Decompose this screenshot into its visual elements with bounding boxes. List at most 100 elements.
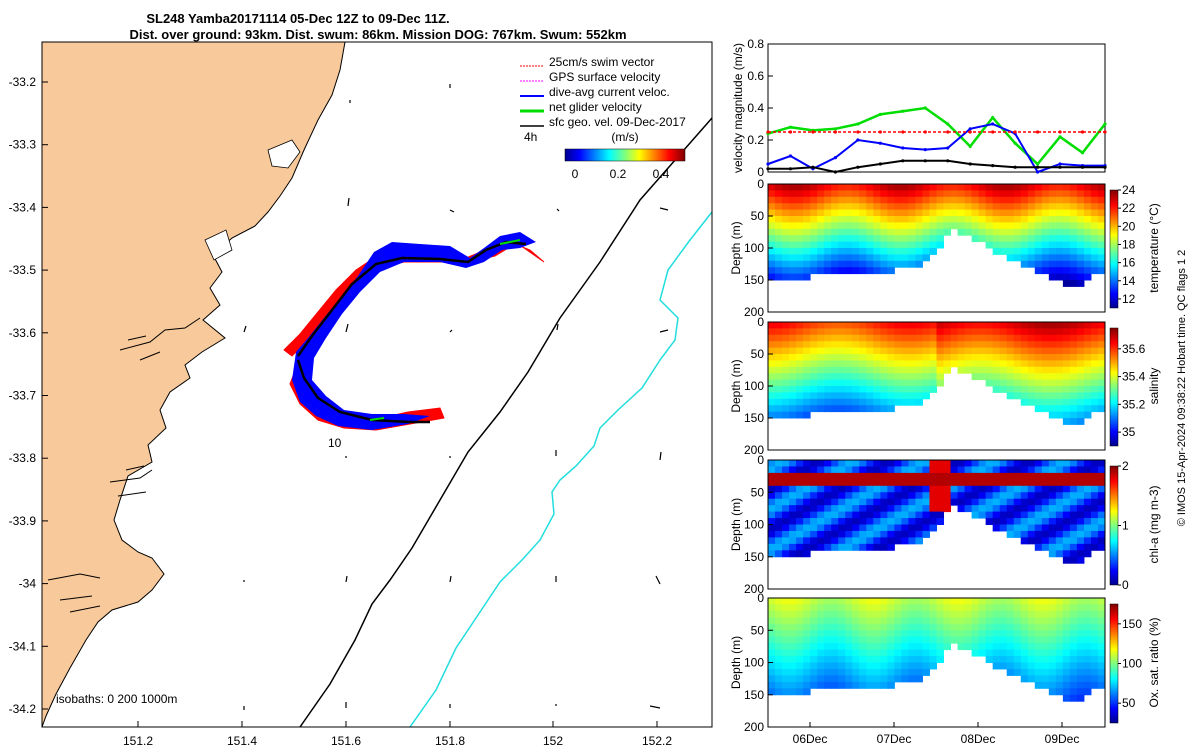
- section-cell: [1076, 623, 1085, 631]
- section-cell: [782, 472, 790, 480]
- section-cell: [1097, 235, 1106, 243]
- section-cell: [1097, 228, 1106, 236]
- section-cell: [1027, 630, 1036, 638]
- section-cell: [817, 498, 825, 506]
- section-cell: [908, 203, 916, 211]
- section-cell: [1055, 479, 1064, 487]
- section-cell: [1090, 184, 1099, 191]
- section-cell: [873, 630, 881, 638]
- section-cell: [1041, 598, 1050, 605]
- section-cell: [1090, 498, 1099, 506]
- section-cell: [1041, 662, 1050, 670]
- section-cell: [845, 636, 853, 644]
- section-cell: [1006, 184, 1015, 191]
- section-cell: [852, 524, 860, 532]
- colorbar-tick-label: 16: [1122, 256, 1136, 270]
- section-cell: [1013, 241, 1022, 249]
- section-cell: [985, 184, 994, 191]
- section-cell: [1041, 530, 1050, 538]
- section-cell: [908, 228, 916, 236]
- section-cell: [859, 405, 867, 413]
- section-cell: [1055, 485, 1064, 493]
- section-cell: [1097, 610, 1106, 618]
- estuary-lines: [119, 317, 201, 361]
- section-cell: [887, 405, 895, 413]
- section-cell: [810, 209, 818, 217]
- section-cell: [992, 203, 1001, 211]
- section-cell: [824, 248, 832, 255]
- section-cell: [880, 228, 888, 236]
- section-cell: [1048, 460, 1057, 467]
- section-cell: [1076, 688, 1085, 696]
- section-cell: [908, 623, 916, 631]
- section-cell: [1069, 556, 1078, 564]
- section-cell: [1076, 398, 1085, 406]
- section-cell: [1027, 241, 1036, 249]
- section-cell: [985, 216, 994, 223]
- section-cell: [796, 598, 804, 605]
- section-cell: [817, 668, 825, 676]
- section-cell: [1034, 610, 1043, 618]
- section-cell: [810, 617, 818, 625]
- section-cell: [936, 479, 945, 487]
- section-cell: [999, 649, 1008, 657]
- section-cell: [1097, 347, 1106, 355]
- section-cell: [1006, 203, 1015, 211]
- section-cell: [943, 184, 952, 191]
- section-cell: [957, 643, 966, 651]
- section-cell: [999, 366, 1008, 374]
- section-cell: [796, 688, 804, 696]
- section-cell: [831, 472, 839, 480]
- section-cell: [775, 543, 783, 551]
- section-cell: [838, 360, 846, 368]
- velocity-point: [923, 159, 927, 163]
- section-cell: [1034, 254, 1043, 262]
- section-cell: [1069, 280, 1078, 287]
- section-cell: [908, 466, 916, 474]
- section-cell: [810, 537, 818, 545]
- section-cell: [810, 222, 818, 230]
- section-ylabel: Depth (m): [729, 636, 743, 689]
- section-cell: [803, 524, 811, 532]
- section-cell: [964, 328, 973, 336]
- section-cell: [1090, 379, 1099, 387]
- section-cell: [775, 598, 783, 605]
- section-cell: [775, 398, 783, 406]
- section-cell: [1069, 392, 1078, 400]
- section-cell: [978, 216, 987, 223]
- section-cell: [803, 688, 811, 696]
- velocity-point: [1036, 170, 1040, 174]
- section-cell: [1083, 543, 1092, 551]
- section-cell: [999, 322, 1008, 329]
- section-cell: [1055, 366, 1064, 374]
- section-cell: [824, 668, 832, 676]
- section-cell: [852, 543, 860, 551]
- section-cell: [775, 610, 783, 618]
- section-cell: [1034, 379, 1043, 387]
- section-cell: [810, 472, 818, 480]
- section-cell: [1048, 322, 1057, 329]
- section-cell: [817, 360, 825, 368]
- section-cell: [775, 392, 783, 400]
- section-cell: [894, 636, 902, 644]
- section-cell: [789, 184, 797, 191]
- section-cell: [901, 649, 909, 657]
- section-cell: [768, 675, 776, 683]
- section-cell: [817, 662, 825, 670]
- section-cell: [1041, 254, 1050, 262]
- section-cell: [852, 248, 860, 255]
- section-cell: [1090, 254, 1099, 262]
- section-cell: [782, 460, 790, 467]
- section-cell: [1062, 617, 1071, 625]
- section-cell: [1020, 479, 1029, 487]
- section-cell: [922, 662, 930, 670]
- section-cell: [901, 184, 909, 191]
- section-cell: [992, 505, 1001, 513]
- section-cell: [789, 203, 797, 211]
- section-cell: [838, 235, 846, 243]
- section-cell: [824, 392, 832, 400]
- section-cell: [887, 518, 895, 525]
- section-cell: [824, 492, 832, 500]
- section-cell: [915, 398, 923, 406]
